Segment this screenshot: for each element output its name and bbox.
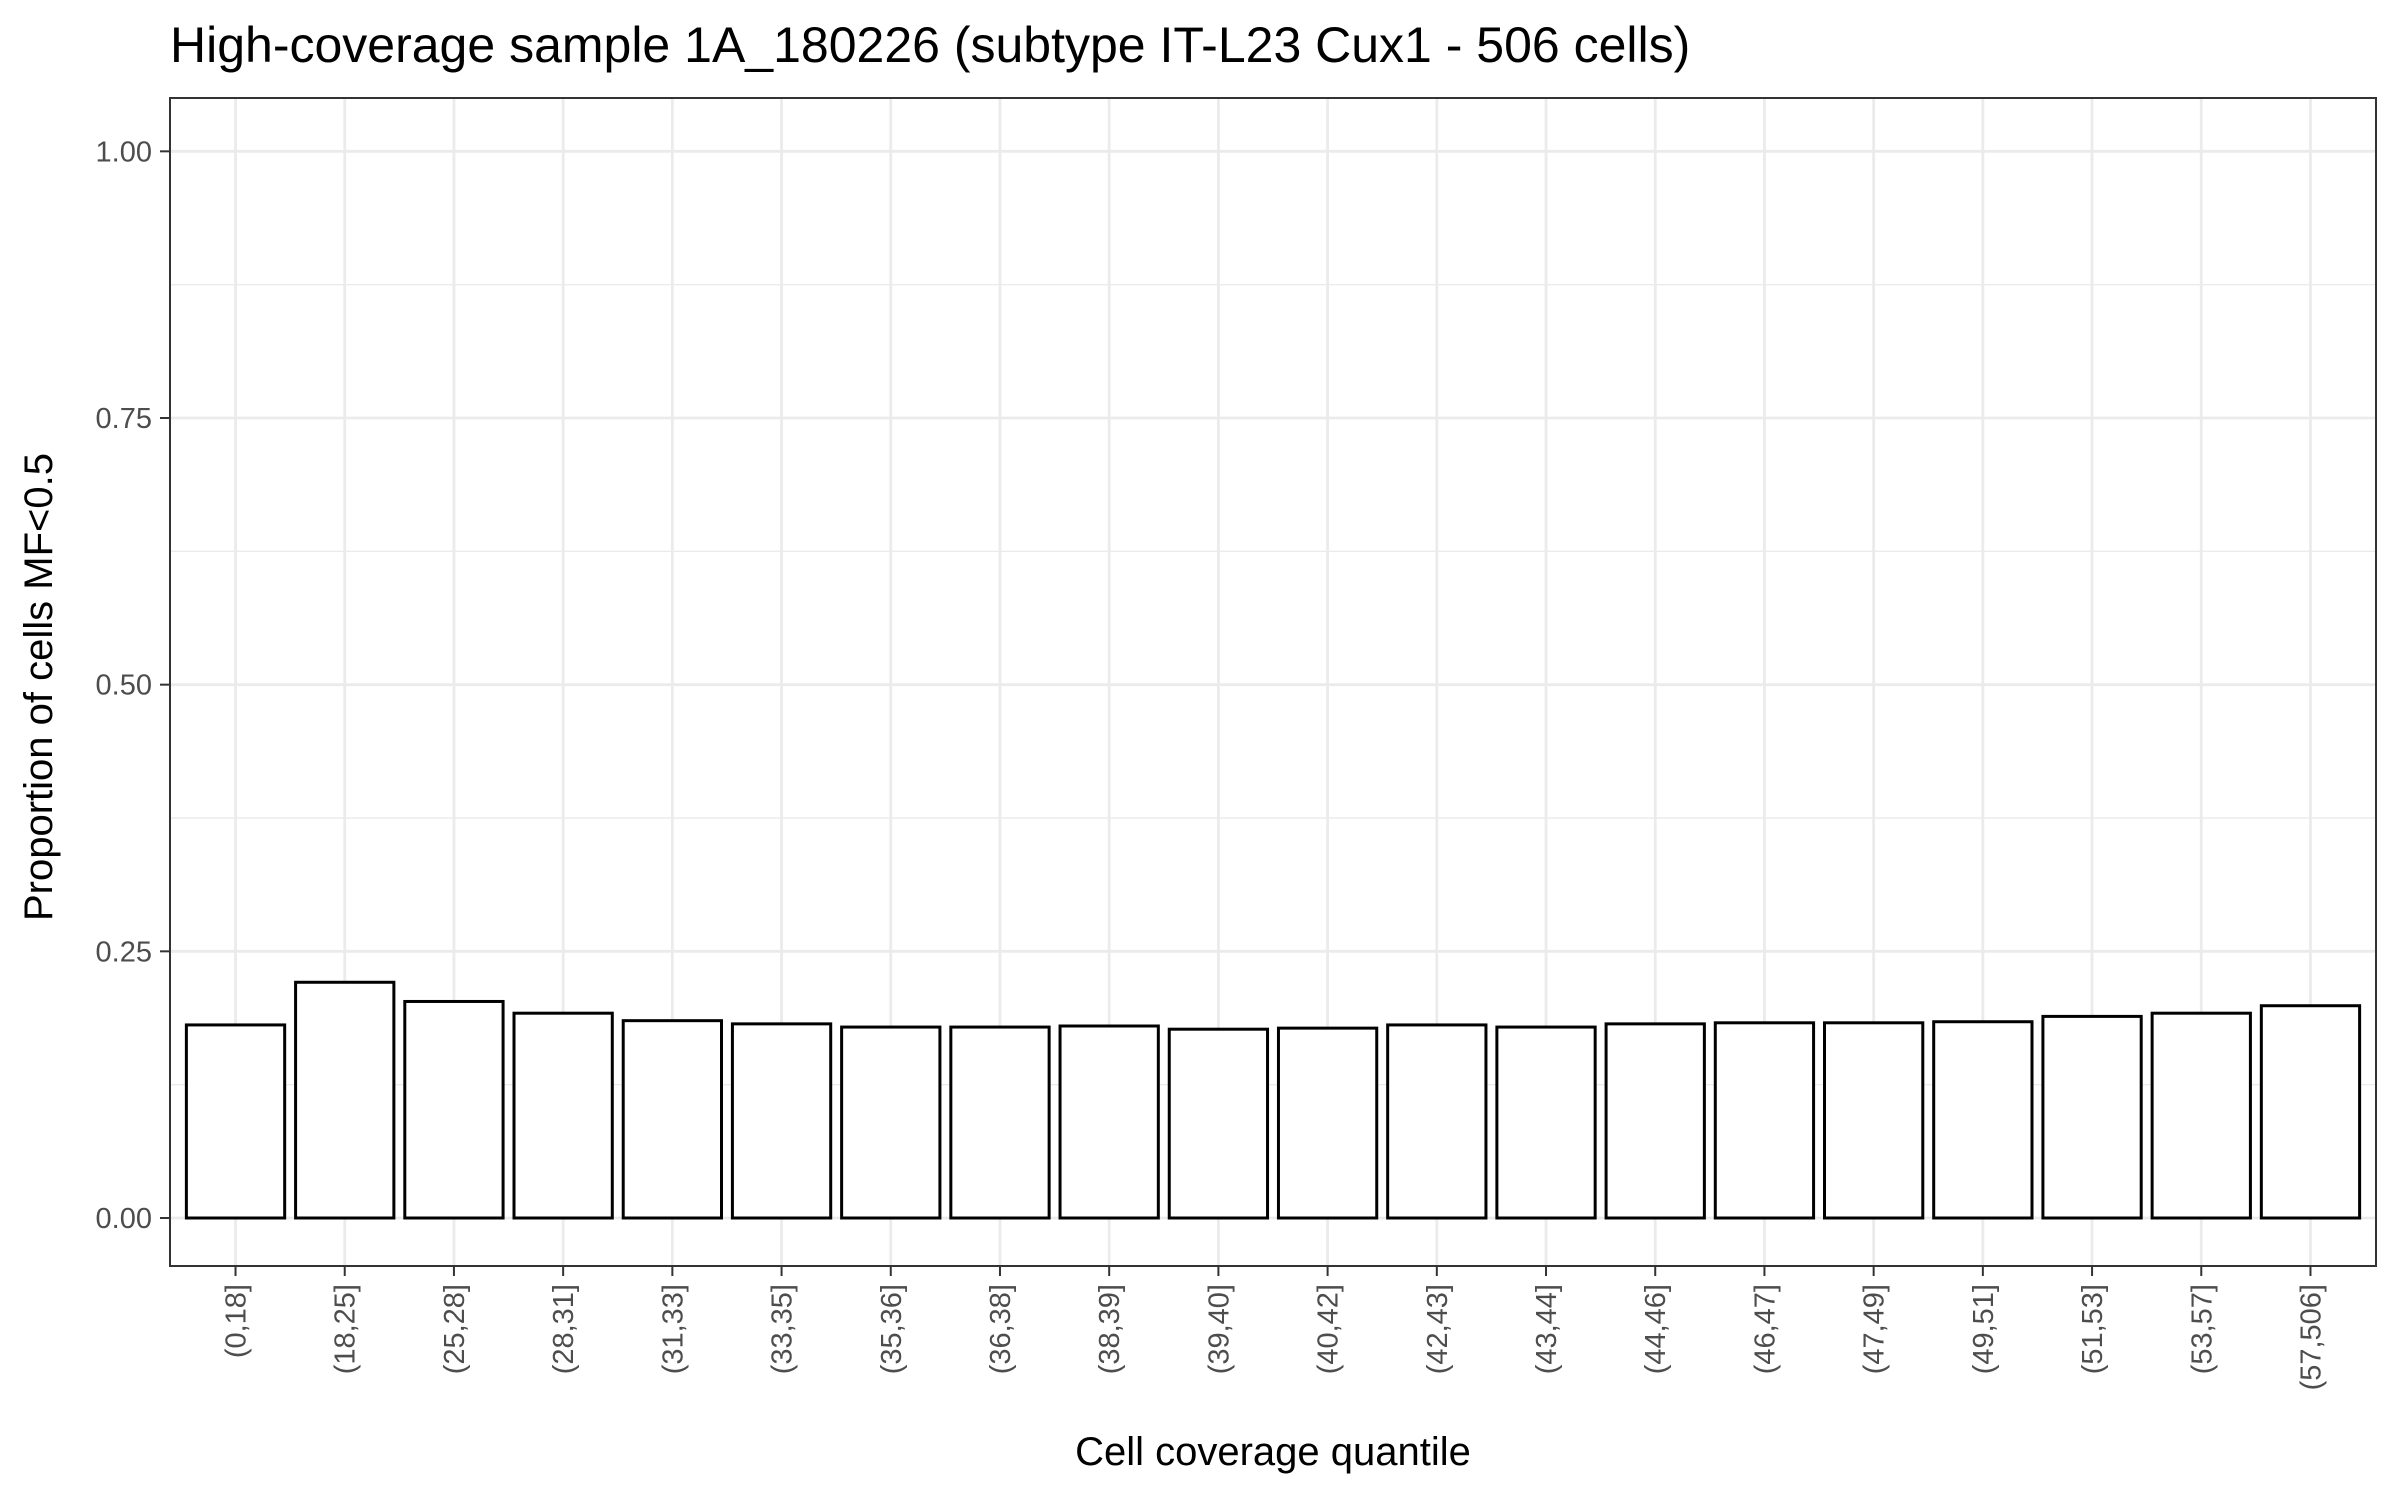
y-tick-label: 0.00	[96, 1203, 152, 1235]
x-tick-label: (33,35]	[767, 1284, 799, 1374]
bars	[184, 980, 2362, 1220]
bar	[1495, 1025, 1597, 1220]
x-tick-label: (43,44]	[1531, 1284, 1563, 1374]
x-tick-label: (46,47]	[1749, 1284, 1781, 1374]
bar	[840, 1025, 942, 1220]
bar	[1386, 1023, 1488, 1220]
x-tick-label: (53,57]	[2186, 1284, 2218, 1374]
y-axis: 0.00 0.25 0.50 0.75 1.00	[96, 136, 170, 1235]
bar	[2150, 1011, 2252, 1220]
x-tick-label: (51,53]	[2077, 1284, 2109, 1374]
bar	[949, 1025, 1051, 1220]
x-tick-label: (38,39]	[1094, 1284, 1126, 1374]
x-tick-label: (49,51]	[1968, 1284, 2000, 1374]
x-tick-label: (25,28]	[439, 1284, 471, 1374]
x-tick-label: (18,25]	[330, 1284, 362, 1374]
x-tick-label: (28,31]	[548, 1284, 580, 1374]
x-tick-label: (39,40]	[1203, 1284, 1235, 1374]
bar	[1713, 1021, 1816, 1220]
y-axis-title: Proportion of cells MF<0.5	[17, 453, 61, 921]
bar	[1604, 1022, 1706, 1220]
x-tick-label: (47,49]	[1859, 1284, 1891, 1374]
x-tick-label: (40,42]	[1313, 1284, 1345, 1374]
bar	[2041, 1014, 2143, 1220]
x-tick-label: (36,38]	[985, 1284, 1017, 1374]
bar	[1058, 1024, 1160, 1220]
x-tick-label: (57,506]	[2295, 1284, 2327, 1390]
bar	[403, 999, 505, 1220]
bar	[730, 1022, 833, 1220]
x-tick-label: (0,18]	[221, 1284, 253, 1358]
bar	[512, 1011, 614, 1220]
bar	[1932, 1020, 2034, 1220]
x-tick-label: (44,46]	[1640, 1284, 1672, 1374]
x-tick-label: (31,33]	[657, 1284, 689, 1374]
y-tick-label: 0.25	[96, 936, 152, 968]
bar	[1823, 1021, 1925, 1220]
chart-title: High-coverage sample 1A_180226 (subtype …	[170, 17, 1690, 73]
y-tick-label: 0.50	[96, 670, 152, 702]
bar	[1167, 1027, 1270, 1220]
y-tick-label: 0.75	[96, 403, 152, 435]
bar	[184, 1023, 287, 1220]
panel-border	[169, 97, 2377, 1267]
bar	[1276, 1026, 1379, 1220]
x-axis-title: Cell coverage quantile	[1075, 1430, 1471, 1474]
x-axis: (0,18] (18,25] (25,28] (28,31] (31,33] (33,35…	[221, 1266, 2327, 1390]
x-tick-label: (35,36]	[876, 1284, 908, 1374]
bar	[621, 1019, 724, 1220]
x-tick-label: (42,43]	[1422, 1284, 1454, 1374]
bar	[294, 980, 396, 1220]
bar	[2259, 1004, 2362, 1220]
y-tick-label: 1.00	[96, 136, 152, 168]
